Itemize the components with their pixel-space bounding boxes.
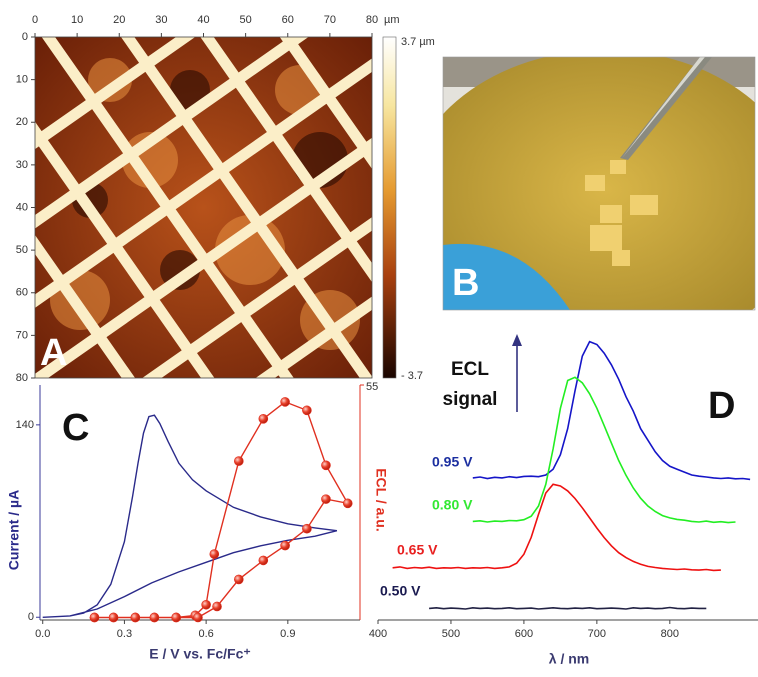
x-tick-label: 0.0 [35,628,50,640]
series-label: 0.95 V [432,454,473,470]
data-point [234,457,243,466]
data-line [473,377,736,522]
y-tick-label: 50 [16,244,28,256]
data-point [321,461,330,470]
x-tick-label: 0.9 [280,628,295,640]
x-axis-label: E / V vs. Fc/Fc⁺ [149,646,251,662]
y2-tick-label: 55 [366,381,378,393]
colorbar-label: 3.7 µm [401,36,435,48]
data-point [109,613,118,622]
photo [405,50,758,360]
x-tick-label: 30 [155,14,167,26]
data-point [259,414,268,423]
data-point [210,550,219,559]
data-point [343,499,352,508]
x-tick-label: 60 [282,14,294,26]
colorbar [383,37,396,378]
y-tick-label: 30 [16,159,28,171]
data-point [234,575,243,584]
x-tick-label: 50 [240,14,252,26]
figure: 0 10 20 30 40 50 60 70 80 µm 0 10 20 30 40 50 60 70 80 3.7 … [0,0,758,677]
x-tick-label: 70 [324,14,336,26]
y-tick-label: 60 [16,287,28,299]
data-point [259,556,268,565]
data-point [150,613,159,622]
x-tick-label: 0 [32,14,38,26]
panel-label: C [62,407,89,449]
data-point [281,397,290,406]
series-label: 0.50 V [380,583,421,599]
x-tick-label: 800 [661,628,679,640]
x-tick-label: 600 [515,628,533,640]
x-axis-label: λ / nm [549,651,589,667]
y-tick-label: 20 [16,116,28,128]
y-tick-label: 80 [16,372,28,384]
panel-label: D [708,385,735,427]
x-tick-label: 40 [197,14,209,26]
annotation: signal [443,389,498,410]
arrow-head [512,334,522,346]
colorbar-label: - 3.7 [401,370,423,382]
annotation: ECL [451,359,489,380]
y-axis-label: Current / µA [6,490,22,570]
data-point [131,613,140,622]
series-label: 0.80 V [432,497,473,513]
series-label: 0.65 V [397,542,438,558]
y-tick-label: 10 [16,74,28,86]
y2-axis-label: ECL / a.u. [373,468,389,532]
data-line [95,402,348,618]
data-point [321,495,330,504]
data-point [90,613,99,622]
x-tick-label: 0.6 [198,628,213,640]
x-tick-label: 500 [442,628,460,640]
x-tick-label: 700 [588,628,606,640]
data-point [302,406,311,415]
x-tick-label: 20 [113,14,125,26]
x-tick-label: 0.3 [117,628,132,640]
data-point [193,613,202,622]
x-tick-label: 400 [369,628,387,640]
data-point [172,613,181,622]
y-tick-label: 0 [22,31,28,43]
data-point [302,524,311,533]
data-point [281,541,290,550]
y-tick-label: 40 [16,201,28,213]
y-tick-label: 70 [16,329,28,341]
x-unit: µm [384,14,400,26]
data-point [213,602,222,611]
page: {"chart_data": [ {"type": "image", "labe… [0,0,758,677]
panel-label: A [40,332,67,374]
x-tick-label: 80 [366,14,378,26]
x-tick-label: 10 [71,14,83,26]
panel-label: B [452,262,479,304]
data-point [202,600,211,609]
y-tick-label: 140 [16,419,34,431]
data-line [429,608,706,610]
y-tick-label: 0 [28,611,34,623]
